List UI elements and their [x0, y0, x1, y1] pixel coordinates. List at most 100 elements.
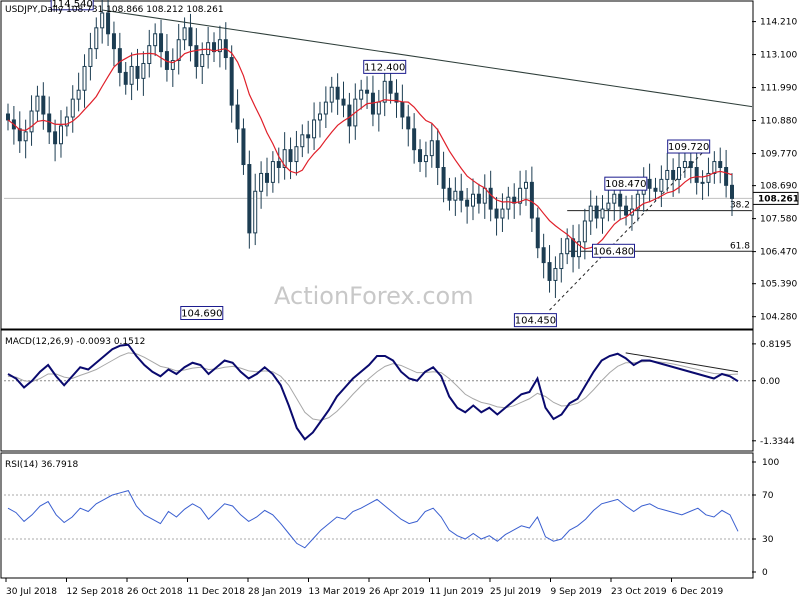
candle-body	[111, 33, 116, 50]
candle-body	[559, 253, 564, 270]
x-axis-label: 12 Sep 2018	[67, 587, 124, 597]
candle-body	[718, 161, 723, 169]
candle-body	[547, 262, 552, 281]
price-annotation-box	[363, 59, 407, 74]
x-axis-label: 26 Oct 2018	[127, 587, 183, 597]
candle-body	[200, 54, 205, 67]
price-axis-label: 111.990	[760, 84, 797, 94]
candle-body	[70, 98, 75, 118]
candle-body	[682, 161, 687, 169]
candle-body	[29, 110, 34, 133]
candle-body	[312, 119, 317, 139]
candle-body	[518, 187, 523, 204]
candle-body	[588, 205, 593, 222]
axes: 114.210 113.100 111.990 110.880 109.770 108.6…	[5, 18, 799, 597]
price-annotation-box	[604, 176, 648, 191]
candle-body	[429, 140, 434, 157]
candle-body	[724, 167, 729, 186]
candle-body	[529, 181, 534, 219]
candle-body	[618, 193, 623, 207]
candle-body	[300, 134, 305, 148]
candle-body	[76, 89, 81, 100]
price-annotation-box	[513, 313, 557, 328]
macd-panel-frame	[0, 329, 754, 452]
macd-axis-label: -1.3344	[760, 437, 795, 447]
candle-body	[541, 247, 546, 264]
macd-trendline	[625, 352, 739, 373]
candle-body	[58, 125, 63, 145]
candle-body	[659, 178, 664, 192]
x-axis-label: 30 Jul 2018	[6, 587, 57, 597]
candle-body	[494, 208, 499, 219]
rsi-axis-label: 0	[762, 568, 768, 578]
candle-body	[82, 65, 87, 91]
moving-average-line	[7, 47, 733, 250]
candle-body	[247, 164, 252, 234]
x-axis-label: 11 Jun 2019	[430, 587, 484, 597]
candle-body	[506, 196, 511, 210]
candle-body	[730, 184, 734, 199]
candle-body	[571, 238, 576, 258]
candle-body	[241, 128, 246, 166]
price-axis-label: 110.880	[760, 117, 797, 127]
rsi-axis-label: 70	[762, 491, 774, 501]
price-annotation-label: 108.470	[605, 179, 646, 190]
candle-body	[323, 101, 328, 115]
candle-body	[576, 241, 581, 258]
candle-body	[47, 113, 52, 133]
x-axis-label: 11 Dec 2018	[188, 587, 246, 597]
watermark: ActionForex.com	[274, 282, 474, 310]
candle-body	[394, 92, 399, 103]
rsi-plot	[4, 490, 752, 549]
candle-body	[435, 140, 440, 168]
candle-body	[359, 89, 364, 100]
price-axis-label: 105.390	[760, 280, 797, 290]
macd-main-line	[7, 343, 739, 441]
candle-body	[412, 128, 417, 151]
candle-body	[106, 12, 111, 35]
descending-trendline	[102, 9, 753, 108]
candle-body	[400, 101, 405, 118]
candle-body	[523, 181, 528, 189]
candle-body	[694, 167, 699, 183]
candle-body	[700, 181, 705, 184]
candle-body	[406, 116, 411, 130]
rsi-axis-label: 30	[762, 535, 774, 545]
candle-body	[347, 104, 352, 127]
x-axis-label: 6 Dec 2019	[672, 587, 724, 597]
candle-body	[153, 33, 158, 47]
candle-body	[465, 199, 470, 207]
x-axis-label: 13 Mar 2019	[309, 587, 366, 597]
candle-body	[553, 268, 558, 281]
price-plot: 38.2 61.8 114.540 104.690 112.400 108.470 106.…	[4, 0, 753, 328]
candle-body	[441, 167, 446, 189]
candle-body	[259, 172, 264, 192]
candle-body	[294, 146, 299, 163]
candle-body	[535, 217, 540, 249]
price-axis-label: 104.280	[760, 313, 797, 323]
candle-body	[147, 45, 152, 64]
candle-body	[41, 95, 46, 115]
candle-body	[624, 205, 629, 216]
candle-body	[677, 167, 682, 180]
candle-body	[264, 172, 269, 183]
candle-body	[129, 65, 134, 85]
price-annotation-label: 106.480	[593, 246, 634, 257]
candle-body	[606, 202, 611, 210]
candle-body	[188, 27, 193, 47]
candle-body	[329, 86, 334, 103]
x-axis-label: 25 Jul 2019	[490, 587, 541, 597]
candle-body	[335, 86, 340, 100]
price-panel-frame	[0, 0, 754, 330]
x-axis-label: 23 Oct 2019	[611, 587, 667, 597]
candle-body	[671, 169, 676, 180]
candle-body	[653, 187, 658, 192]
symbol-header: USDJPY,Daily 108.731 108.866 108.212 108…	[5, 5, 224, 15]
candle-body	[170, 60, 175, 70]
candle-body	[647, 178, 652, 189]
price-axis-label: 114.210	[760, 18, 797, 28]
candle-body	[64, 116, 69, 127]
price-annotation-box	[180, 305, 224, 320]
candle-body	[453, 190, 458, 201]
